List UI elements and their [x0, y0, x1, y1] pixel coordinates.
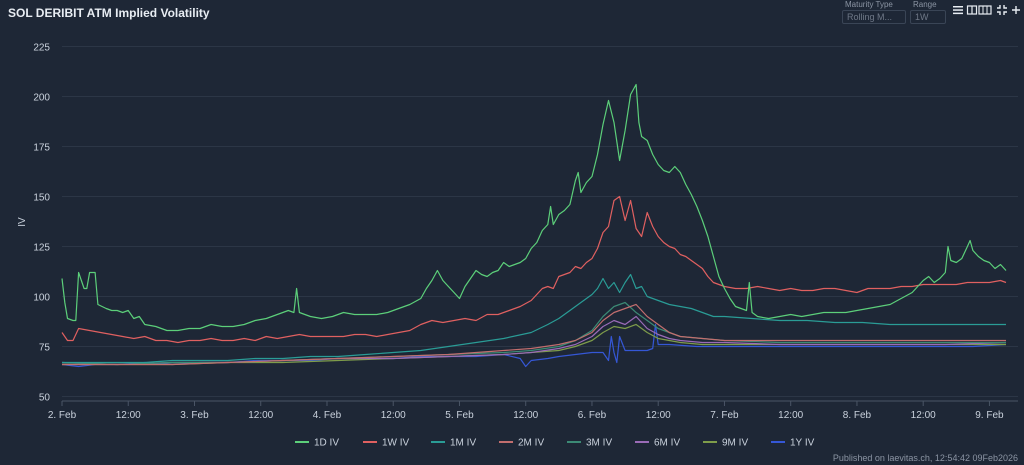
menu-icon[interactable] — [952, 4, 964, 16]
series-line-2m-iv — [62, 303, 1006, 366]
series-line-1m-iv — [62, 273, 1006, 364]
legend-item-1w-iv[interactable]: 1W IV — [363, 438, 410, 449]
legend-label: 3M IV — [586, 438, 612, 449]
book-icon[interactable] — [966, 4, 978, 16]
legend-item-9m-iv[interactable]: 9M IV — [703, 438, 748, 449]
range-label: Range — [913, 0, 937, 9]
range-select[interactable]: 1W — [910, 10, 946, 24]
y-tick-label: 100 — [33, 293, 50, 304]
chart-title: SOL DERIBIT ATM Implied Volatility — [8, 6, 210, 20]
x-tick-label: 3. Feb — [180, 410, 209, 421]
published-note: Published on laevitas.ch, 12:54:42 09Feb… — [832, 453, 1018, 463]
exit-fullscreen-icon[interactable] — [996, 4, 1008, 16]
series-line-9m-iv — [62, 323, 1006, 366]
y-tick-label: 200 — [33, 93, 50, 104]
legend-label: 6M IV — [654, 438, 680, 449]
y-tick-label: 75 — [39, 343, 51, 354]
legend-item-6m-iv[interactable]: 6M IV — [635, 438, 680, 449]
y-tick-label: 225 — [33, 43, 50, 54]
series-line-1d-iv — [61, 83, 1007, 332]
x-tick-label: 2. Feb — [48, 410, 77, 421]
legend-label: 2M IV — [518, 438, 544, 449]
x-tick-label: 12:00 — [381, 410, 406, 421]
legend-item-1y-iv[interactable]: 1Y IV — [771, 438, 815, 449]
maturity-type-select[interactable]: Rolling M... — [842, 10, 906, 24]
legend-label: 9M IV — [722, 438, 748, 449]
legend-label: 1M IV — [450, 438, 476, 449]
legend-item-1m-iv[interactable]: 1M IV — [431, 438, 476, 449]
y-tick-label: 150 — [33, 193, 50, 204]
x-tick-label: 12:00 — [116, 410, 141, 421]
x-tick-label: 6. Feb — [578, 410, 607, 421]
y-axis-label: IV — [17, 217, 28, 227]
legend-item-3m-iv[interactable]: 3M IV — [567, 438, 612, 449]
x-tick-label: 12:00 — [513, 410, 538, 421]
maturity-type-control[interactable]: Maturity Type Rolling M... — [842, 0, 906, 24]
legend-item-1d-iv[interactable]: 1D IV — [295, 438, 339, 449]
x-tick-label: 8. Feb — [843, 410, 872, 421]
x-tick-label: 12:00 — [911, 410, 936, 421]
legend-label: 1W IV — [382, 438, 410, 449]
x-tick-label: 9. Feb — [975, 410, 1004, 421]
series-line-3m-iv — [61, 301, 1006, 366]
x-tick-label: 12:00 — [778, 410, 803, 421]
expand-icon[interactable] — [1010, 4, 1022, 16]
series-line-1y-iv — [61, 323, 1007, 368]
y-tick-label: 125 — [33, 243, 50, 254]
x-tick-label: 12:00 — [646, 410, 671, 421]
table-view-icon[interactable] — [978, 4, 992, 16]
series-line-1w-iv — [61, 195, 1007, 344]
legend-item-2m-iv[interactable]: 2M IV — [499, 438, 544, 449]
range-control[interactable]: Range 1W — [910, 0, 946, 24]
x-tick-label: 12:00 — [248, 410, 273, 421]
x-tick-label: 7. Feb — [710, 410, 739, 421]
y-tick-label: 50 — [39, 393, 51, 404]
x-tick-label: 5. Feb — [445, 410, 474, 421]
legend-label: 1D IV — [314, 438, 339, 449]
maturity-type-label: Maturity Type — [845, 0, 893, 9]
y-tick-label: 175 — [33, 143, 50, 154]
x-tick-label: 4. Feb — [313, 410, 342, 421]
legend-label: 1Y IV — [790, 438, 815, 449]
